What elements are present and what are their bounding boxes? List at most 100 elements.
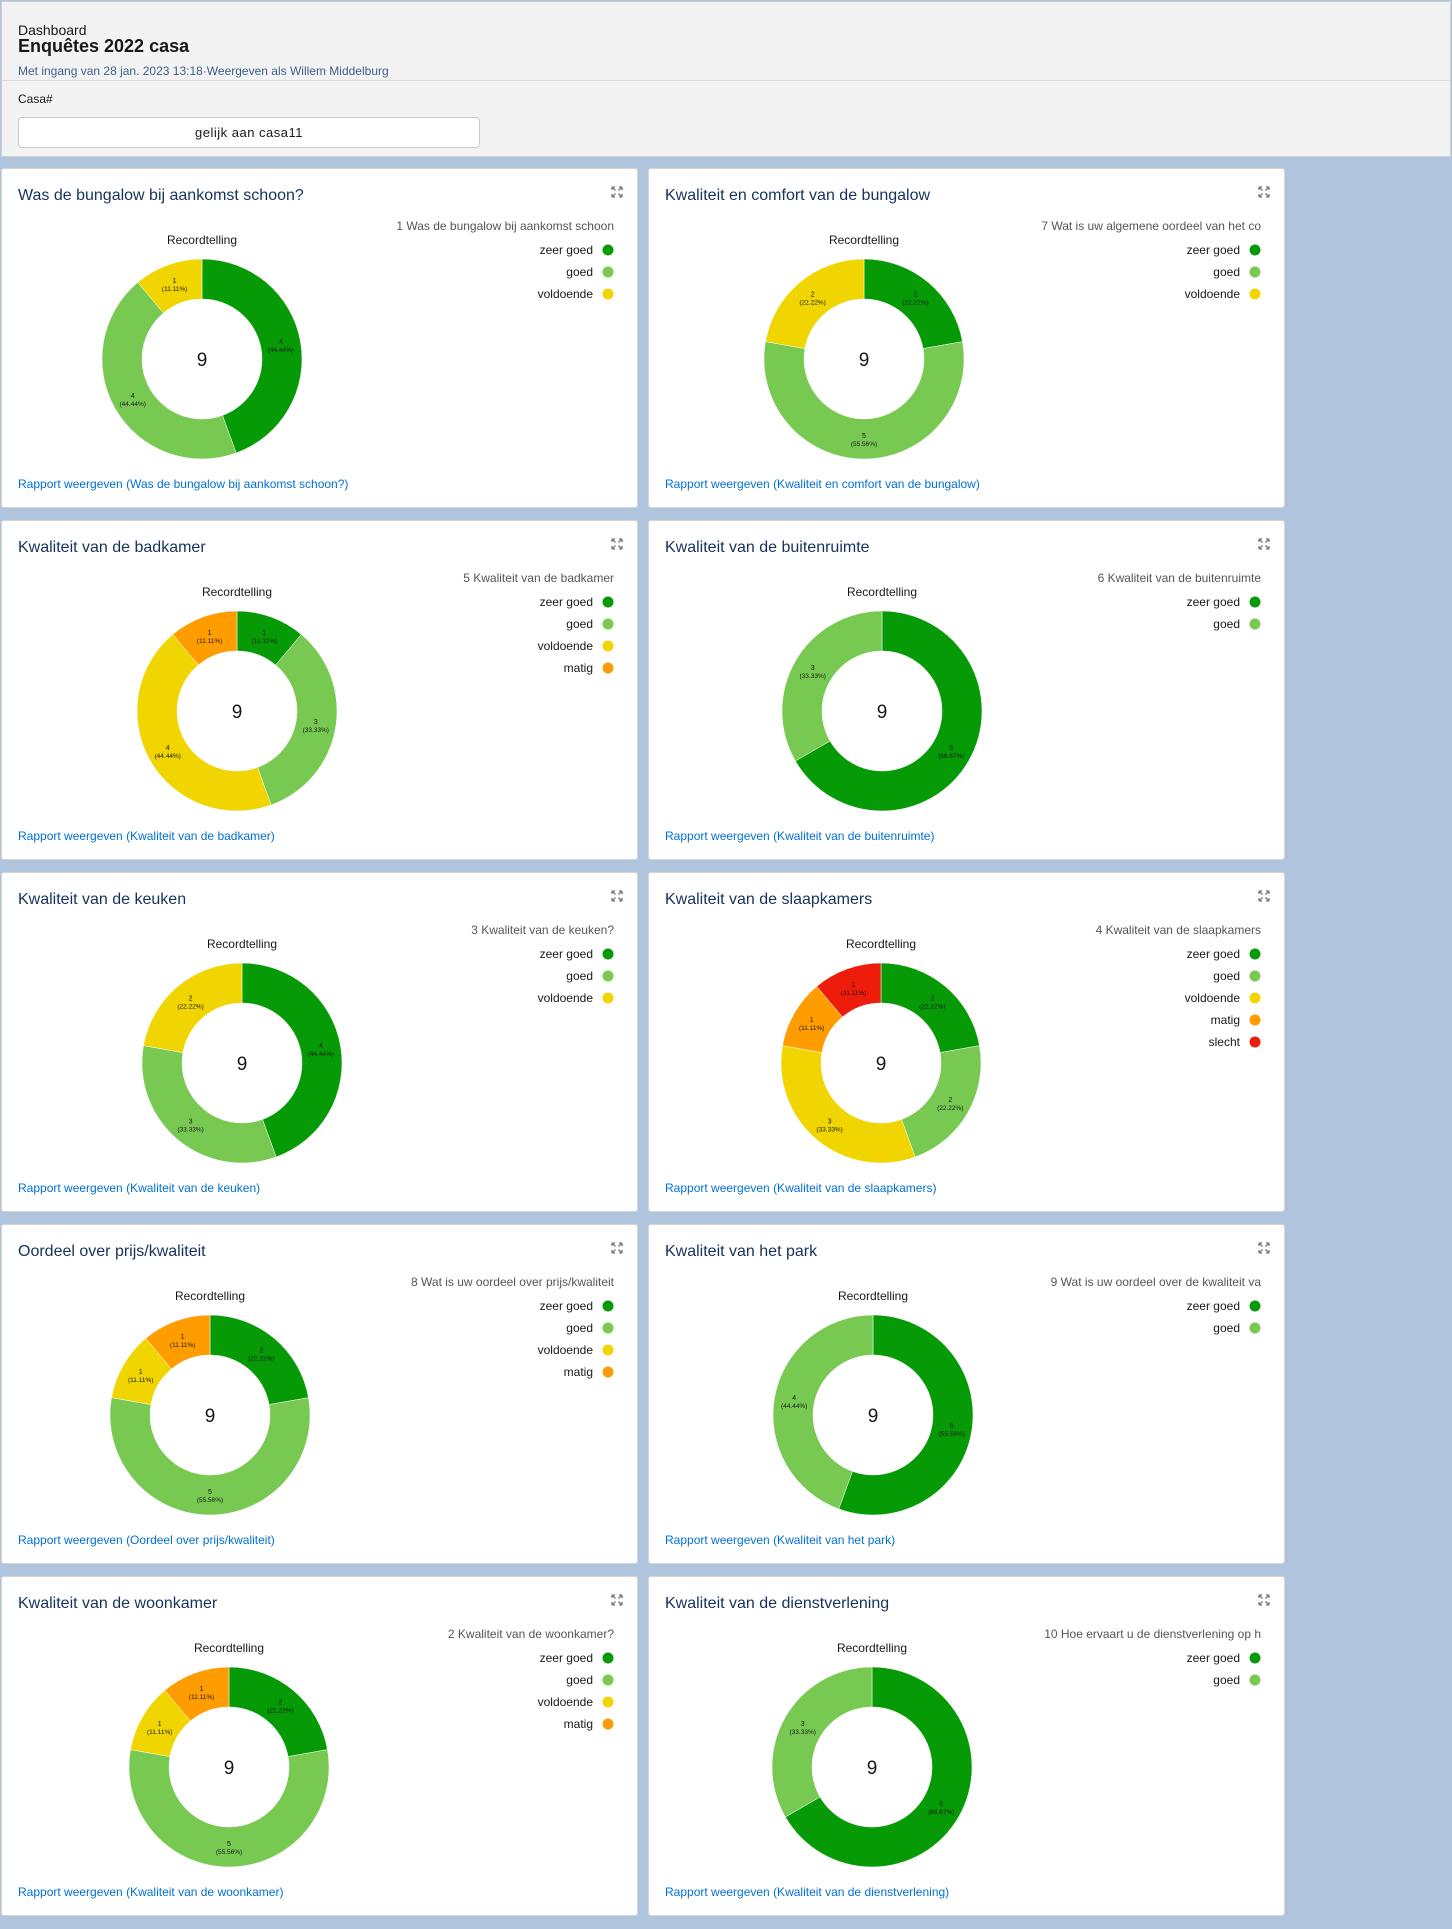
legend-item-label: zeer goed	[540, 1299, 593, 1313]
view-report-link[interactable]: Rapport weergeven (Was de bungalow bij a…	[18, 477, 349, 491]
expand-icon[interactable]	[1258, 1241, 1270, 1254]
slice-value-label: 4	[319, 1043, 323, 1050]
legend-item-label: voldoende	[538, 1343, 594, 1357]
legend-swatch	[1249, 266, 1261, 278]
donut-slice	[128, 1749, 330, 1868]
donut-chart: Recordtelling 5(55.56%) 4(44.44%) 9 9 Wat is…	[772, 1275, 1262, 1516]
slice-value-label: 2	[930, 996, 934, 1003]
view-report-link[interactable]: Rapport weergeven (Kwaliteit van de badk…	[18, 829, 275, 843]
legend-item-label: goed	[1213, 1673, 1240, 1687]
slice-percent-label: (11.11%)	[197, 638, 222, 645]
legend-item-label: matig	[564, 1717, 593, 1731]
dashboard-card: Kwaliteit van het park Recordtelling 5 (55.…	[648, 1224, 1285, 1564]
dashboard-card: Oordeel over prijs/kwaliteit Recordtellin…	[1, 1224, 638, 1564]
slice-percent-label: (11.11%)	[162, 286, 187, 293]
slice-value-label: 3	[828, 1118, 832, 1125]
view-report-link[interactable]: Rapport weergeven (Kwaliteit en comfort …	[665, 477, 980, 491]
slice-percent-label: (22.22%)	[937, 1105, 963, 1112]
legend-item-label: goed	[1213, 969, 1240, 983]
legend-swatch	[602, 596, 614, 608]
slice-value-label: 1	[852, 982, 856, 989]
donut-slice	[781, 610, 883, 762]
legend-swatch	[602, 640, 614, 652]
expand-icon[interactable]	[611, 1241, 623, 1254]
chart-label: Recordtelling	[167, 233, 237, 247]
view-report-link[interactable]: Rapport weergeven (Oordeel over prijs/kw…	[18, 1533, 275, 1547]
legend-item-label: voldoende	[538, 287, 594, 301]
legend-item-label: voldoende	[1185, 991, 1241, 1005]
view-report-link[interactable]: Rapport weergeven (Kwaliteit van de dien…	[665, 1885, 950, 1899]
donut-slice	[772, 1314, 874, 1510]
card-title: Kwaliteit van de badkamer	[18, 539, 206, 556]
legend-swatch	[602, 266, 614, 278]
slice-value-label: 1	[200, 1686, 204, 1693]
chart-label: Recordtelling	[837, 1641, 907, 1655]
legend-swatch	[1249, 992, 1261, 1004]
slice-value-label: 6	[949, 745, 953, 752]
donut-slice	[137, 258, 203, 314]
slice-value-label: 2	[811, 292, 815, 299]
legend-item-label: zeer goed	[540, 947, 593, 961]
expand-icon[interactable]	[1258, 1593, 1270, 1606]
expand-icon[interactable]	[611, 1593, 623, 1606]
legend-item-label: voldoende	[538, 991, 594, 1005]
expand-icon[interactable]	[1258, 889, 1270, 902]
slice-percent-label: (22.22%)	[267, 1708, 293, 1715]
legend-swatch	[602, 662, 614, 674]
view-report-link[interactable]: Rapport weergeven (Kwaliteit van de woon…	[18, 1885, 284, 1899]
legend-item-label: zeer goed	[540, 243, 593, 257]
view-report-link[interactable]: Rapport weergeven (Kwaliteit van de slaa…	[665, 1181, 937, 1195]
slice-percent-label: (55.56%)	[851, 441, 877, 448]
casa-filter[interactable]: gelijk aan casa11	[18, 117, 480, 148]
legend-title: 2 Kwaliteit van de woonkamer?	[448, 1627, 614, 1641]
view-report-link[interactable]: Rapport weergeven (Kwaliteit van het par…	[665, 1533, 896, 1547]
legend-title: 1 Was de bungalow bij aankomst schoon	[396, 219, 614, 233]
legend-item-label: goed	[566, 265, 593, 279]
slice-value-label: 2	[259, 1348, 263, 1355]
filter-label: Casa#	[18, 92, 53, 106]
donut-chart: Recordtelling2(22.22%)2(22.22%)3(33.33%)…	[780, 923, 1261, 1164]
view-report-link[interactable]: Rapport weergeven (Kwaliteit van de buit…	[665, 829, 935, 843]
legend-item-label: goed	[566, 969, 593, 983]
expand-icon[interactable]	[1258, 537, 1270, 550]
dashboard-card: Kwaliteit en comfort van de bungalow Reco…	[648, 168, 1285, 508]
legend-swatch	[1249, 1300, 1261, 1312]
legend-swatch	[602, 1300, 614, 1312]
legend-item-label: slecht	[1209, 1035, 1241, 1049]
donut-chart: Recordtelling 6(66.67%) 3(33.33%) 9 6 Kwalit…	[781, 571, 1261, 812]
slice-percent-label: (33.33%)	[177, 1126, 203, 1133]
expand-icon[interactable]	[611, 889, 623, 902]
legend-swatch	[602, 1322, 614, 1334]
slice-percent-label: (11.11%)	[799, 1025, 824, 1032]
legend-item-label: goed	[566, 617, 593, 631]
donut-slice	[241, 962, 343, 1158]
legend-swatch	[1249, 596, 1261, 608]
slice-value-label: 5	[950, 1423, 954, 1430]
slice-value-label: 2	[948, 1097, 952, 1104]
expand-icon[interactable]	[611, 537, 623, 550]
expand-icon[interactable]	[611, 185, 623, 198]
slice-percent-label: (44.44%)	[308, 1051, 334, 1058]
donut-slice	[765, 258, 865, 349]
donut-total: 9	[205, 1406, 216, 1427]
legend-swatch	[1249, 1014, 1261, 1026]
legend-swatch	[602, 948, 614, 960]
donut-slice	[145, 1314, 211, 1370]
chart-label: Recordtelling	[846, 937, 916, 951]
slice-percent-label: (22.22%)	[799, 300, 825, 307]
slice-value-label: 6	[939, 1801, 943, 1808]
slice-value-label: 1	[262, 630, 266, 637]
card-title: Kwaliteit van de keuken	[18, 891, 187, 908]
expand-icon[interactable]	[1258, 185, 1270, 198]
card-title: Kwaliteit van de woonkamer	[18, 1595, 218, 1612]
view-report-link[interactable]: Rapport weergeven (Kwaliteit van de keuk…	[18, 1181, 261, 1195]
legend-title: 9 Wat is uw oordeel over de kwaliteit va	[1051, 1275, 1262, 1289]
legend-item-label: zeer goed	[540, 595, 593, 609]
legend-swatch	[602, 1366, 614, 1378]
chart-label: Recordtelling	[829, 233, 899, 247]
slice-percent-label: (11.11%)	[189, 1694, 214, 1701]
donut-chart: Recordtelling2(22.22%)5(55.56%)1(11.11%)…	[109, 1275, 615, 1516]
legend-item-label: goed	[1213, 617, 1240, 631]
chart-label: Recordtelling	[202, 585, 272, 599]
slice-value-label: 1	[173, 278, 177, 285]
